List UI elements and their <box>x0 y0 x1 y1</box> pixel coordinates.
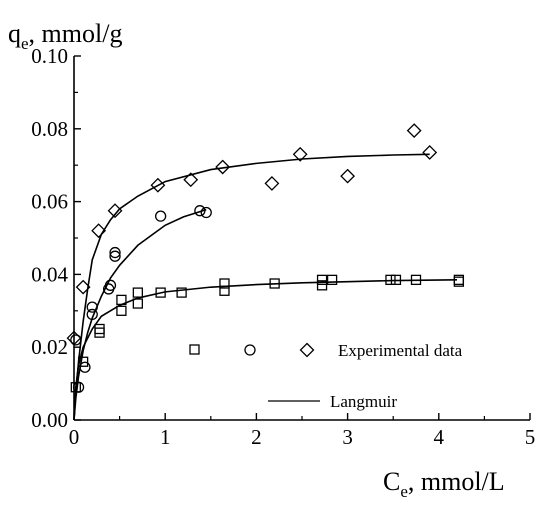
data-point-square <box>176 287 187 298</box>
data-point-square <box>390 274 402 286</box>
y-axis-ticks: 0.00 0.02 0.04 0.06 0.08 0.10 <box>31 44 81 432</box>
data-point-square <box>326 274 338 286</box>
data-point-circle <box>86 308 98 321</box>
langmuir-fit-square <box>73 279 458 421</box>
langmuir-fit-circle <box>73 208 207 421</box>
data-point-square <box>219 278 230 289</box>
legend-square-marker <box>189 344 200 355</box>
data-point-circle <box>154 210 167 222</box>
data-point-square <box>219 285 230 296</box>
data-point-diamond <box>150 177 166 193</box>
data-point-square <box>385 274 396 286</box>
data-point-square <box>94 323 105 335</box>
langmuir-fit-diamond <box>73 153 430 421</box>
x-axis-label: Ce, mmol/L <box>383 467 505 501</box>
y-axis-label: qe, mmol/g <box>8 19 122 53</box>
data-point-circle <box>109 246 121 259</box>
data-point-circle <box>104 279 117 291</box>
y-tick-label: 0.00 <box>31 408 68 432</box>
data-point-square <box>410 274 422 286</box>
data-point-diamond <box>66 330 82 346</box>
data-point-square <box>155 287 166 298</box>
data-point-diamond <box>183 172 199 188</box>
legend: Experimental data Langmuir <box>189 341 463 411</box>
y-tick-label: 0.06 <box>31 190 68 214</box>
data-point-square <box>316 274 328 286</box>
x-tick-label: 2 <box>251 425 262 449</box>
data-point-diamond <box>340 168 356 184</box>
y-tick-label: 0.10 <box>31 44 68 68</box>
data-point-circle <box>109 250 121 262</box>
x-tick-label: 0 <box>69 425 80 449</box>
data-point-diamond <box>107 203 123 219</box>
data-point-diamond <box>91 223 107 239</box>
legend-circle-marker <box>244 344 256 356</box>
legend-experimental-label: Experimental data <box>338 341 463 360</box>
data-point-diamond <box>406 123 422 139</box>
y-tick-label: 0.04 <box>31 262 68 286</box>
experimental-markers <box>66 123 465 393</box>
legend-model-label: Langmuir <box>330 392 397 411</box>
data-point-diamond <box>75 279 91 295</box>
data-point-circle <box>72 381 85 393</box>
data-point-diamond <box>215 159 231 175</box>
data-point-square <box>269 278 280 289</box>
data-point-square <box>116 294 127 306</box>
data-point-square <box>94 327 105 338</box>
y-tick-label: 0.08 <box>31 117 68 141</box>
data-point-circle <box>79 361 91 373</box>
data-point-diamond <box>264 175 280 191</box>
data-point-square <box>116 305 127 316</box>
x-tick-label: 5 <box>525 425 536 449</box>
data-point-circle <box>86 301 98 313</box>
data-point-square <box>453 274 465 286</box>
data-point-square <box>77 356 89 367</box>
data-point-diamond <box>292 146 308 162</box>
data-point-square <box>132 298 143 309</box>
legend-diamond-marker <box>299 342 315 358</box>
data-point-diamond <box>422 145 438 160</box>
x-tick-label: 4 <box>434 425 445 449</box>
langmuir-fit-lines <box>73 153 458 421</box>
data-point-circle <box>194 205 206 217</box>
y-tick-label: 0.02 <box>31 335 68 359</box>
x-tick-label: 1 <box>160 425 171 449</box>
data-point-circle <box>70 334 82 346</box>
data-point-square <box>132 287 143 298</box>
data-point-square <box>316 280 328 291</box>
x-tick-label: 3 <box>342 425 353 449</box>
x-axis-ticks: 0 1 2 3 4 5 <box>69 413 536 449</box>
data-point-circle <box>200 206 212 219</box>
